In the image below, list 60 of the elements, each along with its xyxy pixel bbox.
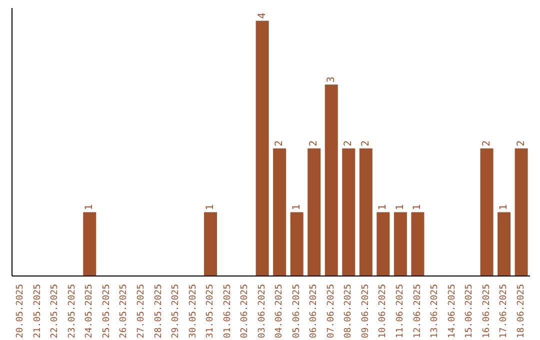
data-label: 2 [360,140,372,146]
bar [498,212,511,276]
bar [411,212,424,276]
x-tick-label: 04.06.2025 [274,284,285,338]
x-tick-label: 10.06.2025 [378,284,388,338]
x-tick-label: 08.06.2025 [344,284,354,338]
x-tick-label: 01.06.2025 [222,284,233,338]
x-tick-label: 03.06.2025 [257,284,268,338]
bar [394,212,407,276]
x-tick-label: 14.06.2025 [447,284,458,338]
x-tick-label: 06.06.2025 [309,284,320,338]
data-label: 1 [498,204,510,210]
x-tick-label: 30.05.2025 [188,284,198,338]
bar [273,148,286,276]
x-tick-label: 07.06.2025 [326,284,336,338]
data-label: 3 [326,76,337,83]
x-tick-label: 15.06.2025 [464,284,475,338]
data-label: 4 [256,12,268,19]
x-tick-label: 26.05.2025 [119,284,130,338]
bar [342,148,356,276]
x-tick-label: 28.05.2025 [154,284,164,338]
x-tick-label: 02.06.2025 [240,284,250,338]
bar [204,212,218,276]
x-tick-label: 17.06.2025 [499,284,510,338]
data-label: 2 [481,140,492,146]
data-label: 2 [308,140,320,146]
x-tick-label: 27.05.2025 [136,284,146,338]
data-label: 2 [516,140,527,146]
bar [376,212,390,276]
x-tick-label: 29.05.2025 [171,284,182,338]
data-label: 1 [291,204,302,210]
x-tick-label: 18.06.2025 [516,284,526,338]
bar [308,148,321,276]
x-tick-label: 24.05.2025 [84,284,95,338]
data-label: 1 [205,204,216,210]
data-label: 1 [84,204,96,210]
bar [359,148,372,276]
data-label: 1 [412,204,424,210]
x-tick-label: 09.06.2025 [360,284,371,338]
bar [480,148,494,276]
bar [324,84,338,276]
x-tick-label: 20.05.2025 [16,284,26,338]
x-tick-label: 11.06.2025 [396,284,406,338]
x-tick-label: 21.05.2025 [32,284,43,338]
data-label: 1 [378,204,389,210]
x-tick-label: 05.06.2025 [292,284,302,338]
x-tick-label: 12.06.2025 [412,284,423,338]
bar [83,212,96,276]
data-label: 2 [343,140,354,146]
bar [290,212,304,276]
data-label: 2 [274,140,286,146]
x-tick-label: 31.05.2025 [206,284,216,338]
x-tick-label: 22.05.2025 [50,284,60,338]
x-tick-label: 25.05.2025 [102,284,112,338]
x-tick-label: 16.06.2025 [482,284,492,338]
bar [256,20,269,276]
data-label: 1 [394,204,406,210]
x-tick-label: 13.06.2025 [430,284,440,338]
bar [514,148,528,276]
x-tick-label: 23.05.2025 [67,284,78,338]
